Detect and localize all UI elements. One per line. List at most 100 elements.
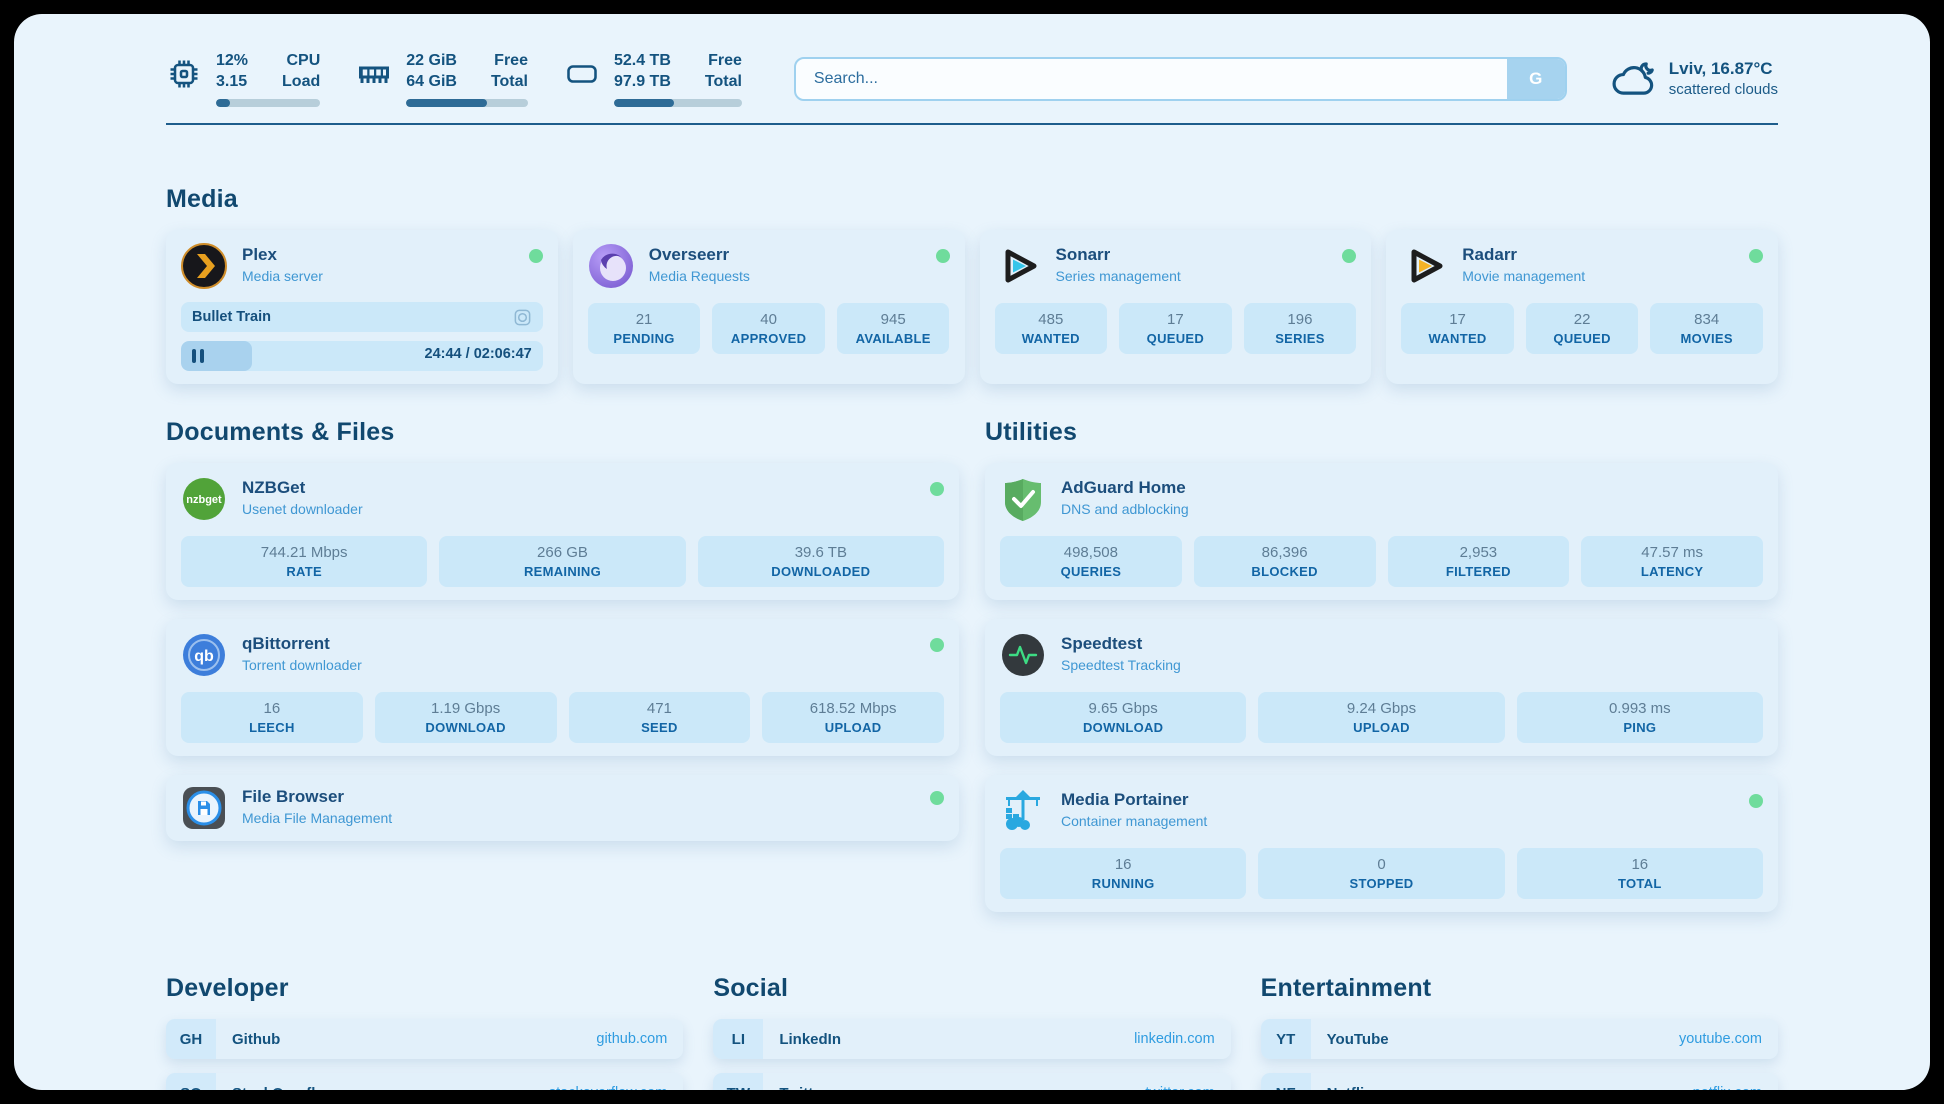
developer-links-section: Developer GH Github github.com SO StackO… [166, 974, 684, 1090]
svg-text:qb: qb [194, 648, 214, 665]
adguard-icon [1000, 476, 1046, 522]
section-title-entertainment: Entertainment [1260, 974, 1432, 1002]
app-card-overseerr[interactable]: Overseerr Media Requests 21 PENDING 40 APP… [572, 230, 965, 384]
top-bar: 12% 3.15 CPU Load 22 GiB [14, 14, 1930, 107]
now-playing-title: Bullet Train [192, 309, 271, 325]
disk-total-label: Total [704, 73, 742, 90]
status-dot [1749, 794, 1763, 808]
bookmark-url[interactable]: twitter.com [1145, 1085, 1214, 1090]
section-title-social: Social [713, 974, 789, 1002]
bookmark-url[interactable]: linkedin.com [1134, 1031, 1215, 1047]
stat-value: 86,396 [1261, 544, 1308, 561]
cpu-usage-value: 12% [216, 52, 249, 69]
search-engine-button[interactable]: G [1506, 58, 1565, 99]
app-card-radarr[interactable]: Radarr Movie management 17 WANTED 22 QUEUE… [1386, 230, 1778, 384]
bookmark-url[interactable]: youtube.com [1678, 1031, 1762, 1047]
search-input[interactable] [793, 56, 1567, 101]
stat-label: BLOCKED [1251, 564, 1318, 579]
bookmark-url[interactable]: netflix.com [1693, 1085, 1762, 1090]
bookmark-youtube[interactable]: YT YouTube youtube.com [1260, 1019, 1778, 1059]
app-card-plex[interactable]: Plex Media server Bullet Train 24:44 / 0… [166, 230, 558, 384]
stat-tile: 21 PENDING [587, 303, 701, 354]
stat-value: 9.24 Gbps [1346, 700, 1417, 717]
app-title: AdGuard Home [1061, 478, 1186, 497]
weather-widget[interactable]: Lviv, 16.87°C scattered clouds [1611, 59, 1778, 99]
playback-progress-bar: 24:44 / 02:06:47 [181, 341, 543, 371]
plex-icon [181, 243, 227, 289]
bookmark-abbr: YT [1260, 1019, 1311, 1059]
stat-label: STOPPED [1349, 876, 1414, 891]
status-dot [930, 482, 944, 496]
app-card-speedtest[interactable]: Speedtest Speedtest Tracking 9.65 Gbps DO… [985, 619, 1778, 756]
stat-value: 744.21 Mbps [260, 544, 348, 561]
app-card-nzbget[interactable]: nzbget NZBGet Usenet downloader 744.21 M… [166, 463, 959, 600]
cpu-icon [170, 60, 198, 88]
bookmark-abbr: GH [166, 1019, 216, 1059]
stat-tile: 47.57 ms LATENCY [1581, 536, 1763, 587]
speedtest-icon [1000, 632, 1046, 678]
stat-label: WANTED [1428, 331, 1487, 346]
app-title: File Browser [242, 787, 345, 806]
stat-label: APPROVED [730, 331, 807, 346]
app-title: qBittorrent [242, 634, 330, 653]
stat-label: RUNNING [1091, 876, 1155, 891]
ram-free-value: 22 GiB [406, 52, 457, 69]
stat-label: SERIES [1275, 331, 1325, 346]
section-title-developer: Developer [166, 974, 289, 1002]
ram-total-value: 64 GiB [406, 73, 457, 90]
app-card-sonarr[interactable]: Sonarr Series management 485 WANTED 17 QUE… [979, 230, 1372, 384]
topbar-divider [166, 123, 1778, 125]
stat-tile: 744.21 Mbps RATE [181, 536, 428, 587]
stat-tile: 22 QUEUED [1525, 303, 1639, 354]
stat-value: 16 [263, 700, 281, 717]
bookmark-linkedin[interactable]: LI LinkedIn linkedin.com [713, 1019, 1231, 1059]
cpu-progress-bar [216, 99, 321, 107]
bookmark-name: Netflix [1327, 1085, 1373, 1091]
bookmark-name: YouTube [1326, 1030, 1389, 1048]
bookmark-stackoverflow[interactable]: SO StackOverflow stackoverflow.com [166, 1073, 684, 1090]
entertainment-links-section: Entertainment YT YouTube youtube.com NF … [1260, 974, 1778, 1091]
stat-label: RATE [286, 564, 322, 579]
app-card-qbittorrent[interactable]: qb qBittorrent Torrent downloader 16 LEEC… [166, 619, 959, 756]
stat-value: 2,953 [1459, 544, 1498, 561]
disk-free-value: 52.4 TB [613, 52, 671, 69]
stat-tile: 834 MOVIES [1650, 303, 1763, 354]
bookmark-url[interactable]: stackoverflow.com [549, 1085, 667, 1090]
disk-progress-bar [613, 99, 742, 107]
app-title: Plex [242, 245, 277, 264]
section-title-media: Media [166, 185, 238, 213]
cpu-usage-label: CPU [286, 52, 321, 69]
stat-value: 0 [1377, 856, 1386, 873]
overseerr-icon [588, 243, 634, 289]
bookmark-abbr: TW [713, 1073, 764, 1090]
section-title-documents: Documents & Files [166, 418, 395, 446]
app-title: NZBGet [242, 478, 306, 497]
app-subtitle: Media Requests [648, 268, 750, 284]
app-card-portainer[interactable]: Media Portainer Container management 16 R… [985, 775, 1778, 912]
stat-label: TOTAL [1618, 876, 1662, 891]
bookmark-url[interactable]: github.com [596, 1031, 668, 1047]
qbittorrent-icon: qb [181, 632, 227, 678]
stat-label: AVAILABLE [855, 331, 931, 346]
app-subtitle: Media server [242, 268, 323, 284]
app-card-filebrowser[interactable]: File Browser Media File Management [166, 775, 959, 841]
bookmark-github[interactable]: GH Github github.com [166, 1019, 684, 1059]
movie-type-icon [514, 309, 531, 325]
app-subtitle: Speedtest Tracking [1061, 657, 1181, 673]
stat-value: 40 [760, 311, 777, 328]
bookmark-netflix[interactable]: NF Netflix netflix.com [1260, 1073, 1778, 1091]
stat-label: QUEUED [1146, 331, 1205, 346]
app-card-adguard[interactable]: AdGuard Home DNS and adblocking 498,508 Q… [985, 463, 1778, 600]
weather-condition: scattered clouds [1668, 81, 1778, 98]
playback-time: 24:44 / 02:06:47 [424, 346, 532, 362]
stat-label: PING [1623, 720, 1657, 735]
pause-icon [192, 349, 204, 363]
stat-value: 485 [1038, 311, 1064, 328]
bookmark-abbr: LI [713, 1019, 764, 1059]
stat-label: LATENCY [1640, 564, 1704, 579]
stat-tile: 86,396 BLOCKED [1193, 536, 1376, 587]
bookmark-twitter[interactable]: TW Twitter twitter.com [713, 1073, 1231, 1090]
stat-label: UPLOAD [824, 720, 882, 735]
cpu-stat-widget: 12% 3.15 CPU Load [166, 50, 321, 107]
status-dot [930, 791, 944, 805]
